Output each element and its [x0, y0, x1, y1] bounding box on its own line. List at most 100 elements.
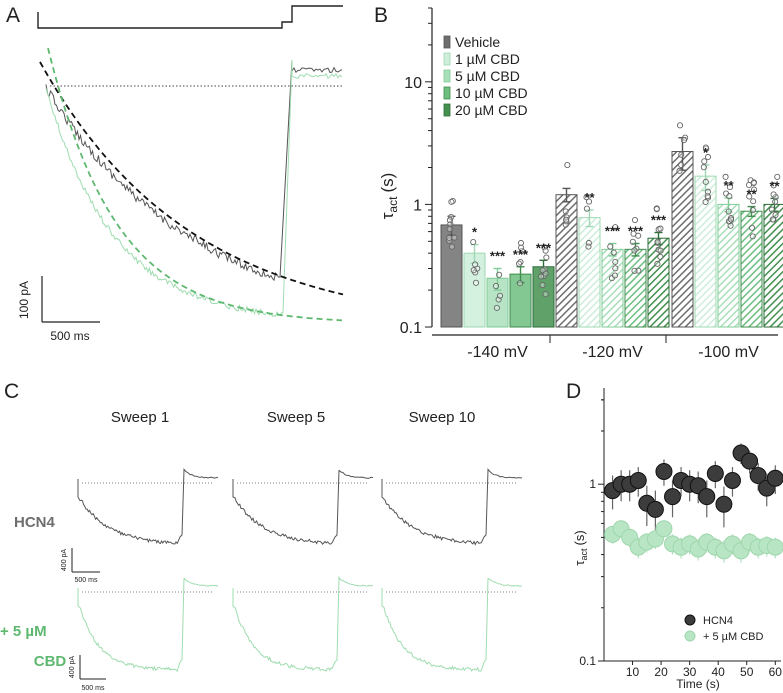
cell-dot [701, 158, 708, 165]
hcn4-point [629, 471, 647, 489]
x-tick-label: 60 [769, 665, 783, 679]
cbd-point [766, 538, 783, 556]
y-tick-label: 0.1 [579, 654, 596, 668]
cell-dot [516, 280, 524, 287]
significance-label: ** [769, 178, 780, 193]
cell-dot [704, 153, 712, 161]
hcn4-point [655, 462, 673, 480]
cell-dot [472, 279, 480, 286]
cell-dot [448, 243, 455, 250]
cell-dot [631, 247, 638, 254]
xlabel-d: Time (s) [676, 677, 720, 691]
cell-dot [517, 239, 525, 247]
hcn4-point [698, 488, 716, 506]
cell-dot [750, 186, 758, 193]
panel-c: C Sweep 1 Sweep 5 Sweep 10 HCN4 + 5 µM C… [0, 380, 523, 692]
panel-d: D 0.1 1 10 20 30 40 50 60 HCN4 + 5 µM CBD τact(s)… [566, 380, 783, 691]
significance-label: *** [628, 223, 644, 238]
cell-dot [749, 233, 756, 240]
significance-label: *** [513, 247, 529, 262]
hcn4-point [715, 495, 733, 513]
cbd-exponential-fit [47, 47, 343, 322]
legend-swatch [443, 69, 451, 83]
cell-dot [770, 191, 777, 198]
legend-swatch [443, 35, 451, 49]
hcn4-point [766, 469, 783, 487]
significance-label: *** [605, 223, 621, 238]
significance-label: ** [723, 178, 734, 193]
row-label-cbd-line1: + 5 µM [0, 623, 47, 640]
cell-dot [470, 267, 477, 274]
cell-dot [749, 207, 756, 214]
cell-dot [750, 180, 757, 187]
hcn4-point [741, 452, 759, 470]
legend-swatch [443, 103, 451, 117]
cell-dot [654, 238, 661, 245]
cell-dot [746, 193, 753, 200]
legend-label: Vehicle [455, 34, 500, 50]
scale-current-label-hcn4: 400 pA [61, 549, 68, 572]
cell-dot [542, 291, 549, 298]
significance-label: *** [490, 249, 506, 264]
cell-dot [657, 247, 664, 254]
cell-dot [610, 249, 617, 256]
cell-dot [770, 182, 777, 189]
y-tick-label: 10 [404, 75, 422, 92]
hcn4-point [664, 488, 682, 506]
cell-dot [630, 230, 637, 237]
cell-dot [583, 205, 590, 212]
hcn4-point [646, 500, 664, 518]
cell-dot [612, 258, 619, 265]
tau-time-course-chart: 0.1 1 10 20 30 40 50 60 HCN4 + 5 µM CBD [579, 388, 783, 679]
cell-dot [518, 244, 525, 251]
cell-dot [680, 137, 688, 144]
x-category-label: -140 mV [467, 344, 528, 361]
cell-dot [726, 193, 733, 200]
x-tick-label: 40 [712, 665, 726, 679]
hcn4-point [723, 471, 741, 489]
x-tick-label: 30 [683, 665, 697, 679]
cell-dot [493, 304, 500, 311]
cell-dot [678, 151, 685, 158]
significance-label: * [472, 225, 478, 240]
legend-label: HCN4 [703, 615, 733, 627]
cbd-sweep-trace [232, 575, 374, 672]
cell-dot [448, 214, 455, 221]
legend-label: 1 µM CBD [455, 51, 520, 67]
bar [763, 203, 783, 328]
hcn4-sweep-trace [381, 468, 523, 546]
significance-label: *** [536, 240, 552, 255]
y-tick-label: 0.1 [400, 320, 422, 337]
cell-dot [678, 161, 685, 169]
bar [578, 217, 601, 328]
cell-dot [654, 260, 661, 267]
cbd-sweep-trace [381, 577, 523, 672]
cell-dot [748, 224, 756, 231]
cbd-current-trace [45, 59, 343, 317]
cell-dot [612, 224, 619, 231]
sweep-5-title: Sweep 5 [267, 409, 325, 426]
sweep-10-title: Sweep 10 [409, 409, 476, 426]
cell-dot [629, 238, 636, 245]
y-tick-label: 1 [413, 197, 422, 214]
ylabel-text: τact(s) [378, 173, 400, 220]
scale-time-label-hcn4: 500 ms [75, 577, 98, 584]
cell-dot [631, 267, 638, 274]
cell-dot [769, 216, 776, 223]
cell-dot [726, 184, 734, 191]
cell-dot [657, 253, 664, 260]
vehicle-current-trace [45, 59, 343, 282]
legend-marker [684, 630, 696, 642]
cell-dot [542, 247, 549, 254]
bar-chart-ylabel: τact(s) [378, 173, 400, 220]
legend-label: 10 µM CBD [455, 85, 528, 101]
cell-dot [725, 208, 732, 215]
legend-label: + 5 µM CBD [703, 631, 763, 643]
cell-dot [702, 144, 709, 151]
legend-swatch [443, 52, 451, 66]
cell-dot [768, 206, 775, 213]
cell-dot [470, 238, 477, 246]
cell-dot [653, 206, 660, 213]
ylabel-text-d: τact(s) [572, 530, 589, 565]
